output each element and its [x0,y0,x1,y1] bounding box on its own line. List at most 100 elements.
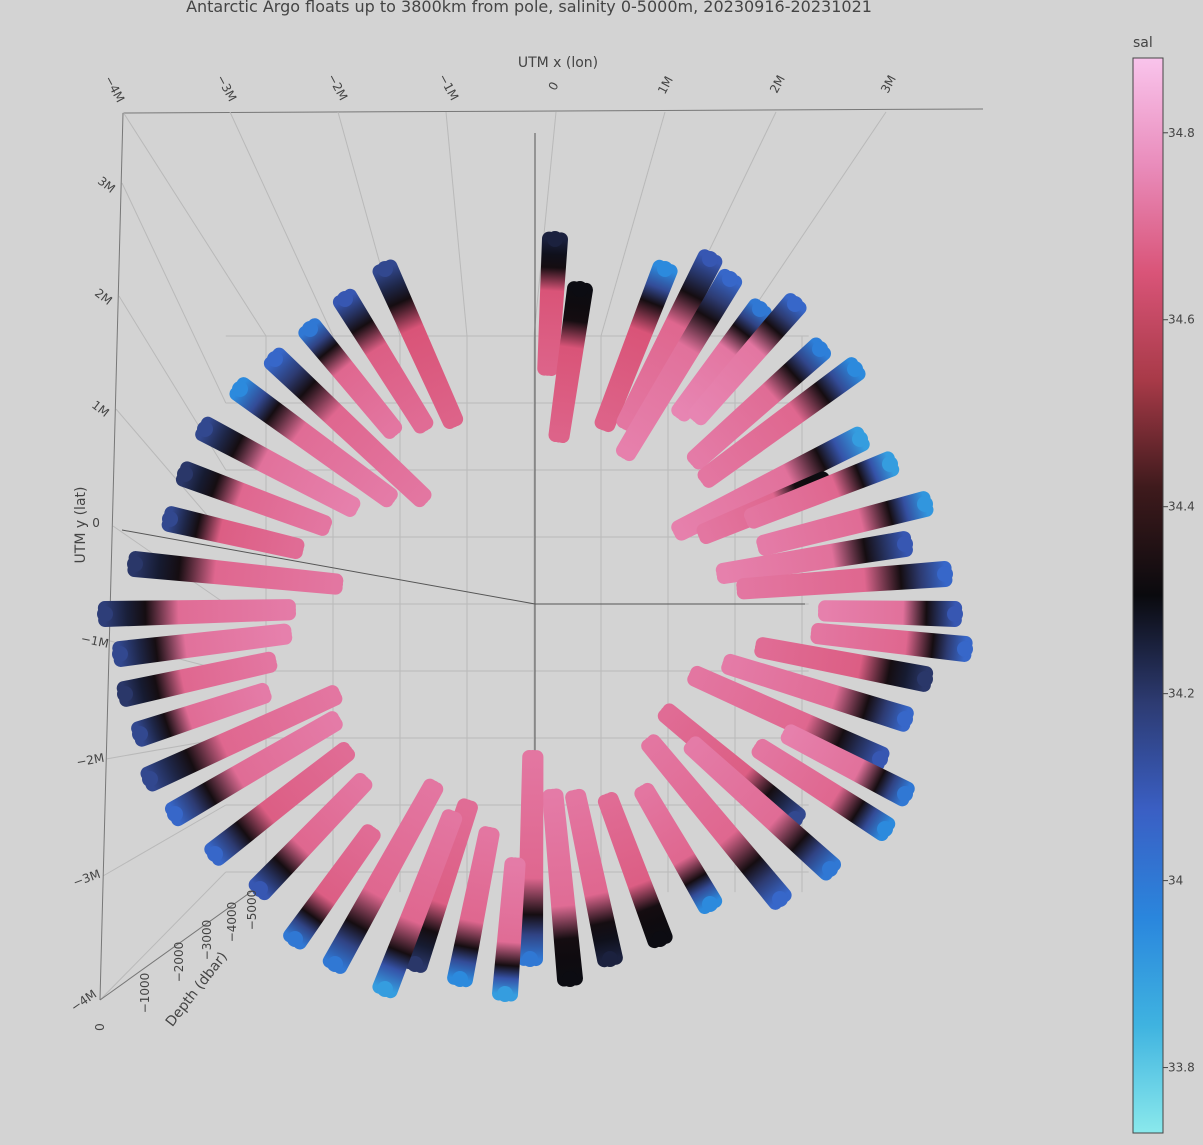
float-profile-line [671,298,763,418]
float-profile [332,288,434,434]
float-profile [298,318,403,439]
float-profile-line [811,623,973,651]
float-profile-line [333,782,444,974]
float-profile-line [756,491,931,549]
float-profile [164,711,343,827]
float-profile-line [755,738,896,831]
float-profile-line [743,451,895,522]
float-profile [671,298,772,422]
colorbar-bar [1132,57,1164,1134]
float-surface-point [252,881,268,897]
z-tick-label: −2000 [172,942,186,983]
colorbar-tick-label: 34.8 [1168,126,1195,140]
float-profile-line [818,600,963,616]
float-profile-line [145,691,343,792]
float-surface-point [162,511,178,527]
float-profile-line [383,811,463,999]
float-profile-line [458,827,500,988]
float-profile-line [697,357,859,483]
z-axis-ticks: 0 −1000 −2000 −3000 −4000 −5000 [93,890,259,1031]
float-surface-point [752,301,768,317]
float-profile-line [736,561,952,593]
float-surface-point [897,786,913,802]
float-surface-point [232,381,248,397]
float-profile [116,651,278,707]
float-surface-point [97,606,113,622]
float-surface-point [947,606,963,622]
x-tick-label: −4M [102,73,128,104]
float-profile-line [572,788,623,965]
float-surface-point [897,711,913,727]
colorbar: sal 33.8 34 34.2 34.4 34.6 34.8 [1132,35,1195,1134]
float-profile-line [119,658,278,707]
float-surface-point [652,931,668,947]
float-profile-line [688,293,798,421]
float-profile-line [686,337,823,465]
float-profile-line [604,792,673,944]
float-surface-point [142,771,158,787]
float-profile [517,749,544,967]
float-profile-line [171,717,343,827]
y-axis-title: UTM y (lat) [73,487,89,564]
float-profile [229,377,398,508]
float-profile-line [688,736,842,872]
float-profile [671,426,870,541]
float-profile-line [646,734,792,903]
float-profile [283,824,381,950]
float-profile [97,599,297,627]
float-profile [817,600,963,627]
float-profile-line [134,689,272,747]
float-profile-line [98,606,297,627]
float-profile-line [229,386,394,508]
float-profile [751,738,896,842]
float-profile [594,259,678,433]
float-profile-line [548,281,582,443]
float-surface-point [722,271,738,287]
float-surface-point [327,956,343,972]
float-profile [810,623,973,662]
float-profile [615,268,743,462]
float-profile [112,623,293,667]
float-profile [686,337,832,470]
float-profile-line [413,800,478,973]
float-surface-point [497,986,513,1002]
float-surface-point [127,556,143,572]
x-tick-label: −2M [325,71,351,102]
float-profile [687,665,890,772]
float-surface-point [197,421,213,437]
float-surface-point [882,456,898,472]
float-surface-point [207,846,223,862]
float-profile [688,293,807,426]
float-surface-point [117,686,133,702]
float-profile [683,736,842,881]
float-surface-point [547,231,563,247]
float-surface-point [897,536,913,552]
float-profile [131,682,272,747]
float-profile-line [755,637,934,681]
float-profile [780,724,915,807]
float-surface-point [822,861,838,877]
z-tick-label: −3000 [200,920,214,961]
z-tick-label: −1000 [138,973,152,1014]
y-tick-label: 0 [92,516,100,530]
colorbar-tick-label: 33.8 [1168,1061,1195,1075]
float-surface-point [177,466,193,482]
float-surface-point [772,891,788,907]
x-axis-ticks: −4M −3M −2M −1M 0 1M 2M 3M [102,71,899,104]
float-surface-point [267,351,283,367]
float-profile [372,809,463,999]
float-surface-point [917,496,933,512]
x-tick-label: −3M [214,72,240,103]
float-surface-point [917,671,933,687]
float-surface-point [937,566,953,582]
float-surface-point [702,251,718,267]
float-surface-point [562,971,578,987]
float-profile-line [723,653,914,721]
y-tick-label: −4M [68,987,99,1015]
float-surface-point [167,806,183,822]
float-surface-point [852,431,868,447]
y-tick-label: 2M [92,286,115,308]
float-surface-point [522,951,538,967]
float-surface-point [812,341,828,357]
